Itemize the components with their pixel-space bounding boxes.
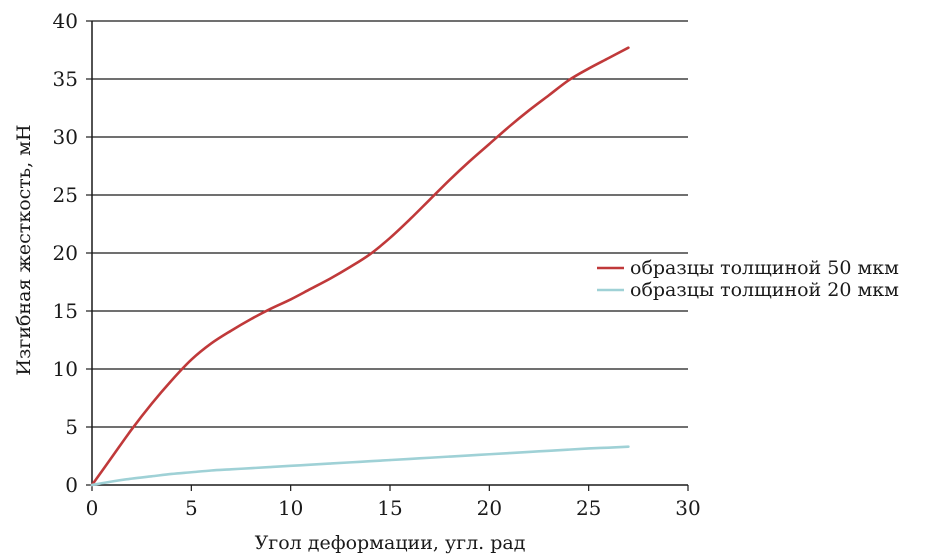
x-tick-label: 0: [86, 496, 99, 520]
x-tick-label: 25: [576, 496, 601, 520]
y-tick-label: 5: [65, 415, 78, 439]
x-tick-label: 5: [185, 496, 198, 520]
x-tick-label: 30: [675, 496, 700, 520]
y-tick-label: 30: [53, 125, 78, 149]
y-tick-label: 15: [53, 299, 78, 323]
axes: [86, 20, 689, 491]
legend-label-1: образцы толщиной 20 мкм: [630, 279, 899, 301]
x-tick-label: 20: [477, 496, 502, 520]
y-tick-label: 20: [53, 241, 78, 265]
x-tick-label: 15: [377, 496, 402, 520]
y-tick-label: 40: [53, 9, 78, 33]
y-tick-label: 10: [53, 357, 78, 381]
y-tick-label: 25: [53, 183, 78, 207]
x-tick-label: 10: [278, 496, 303, 520]
y-tick-label: 35: [53, 67, 78, 91]
x-axis-label: Угол деформации, угл. рад: [255, 532, 526, 554]
series-line-0: [90, 46, 630, 487]
series-lines: [90, 46, 630, 487]
y-tick-labels: 0 5 10 15 20 25 30 35 40: [53, 9, 78, 497]
x-tick-labels: 0 5 10 15 20 25 30: [86, 496, 701, 520]
gridlines: [92, 20, 688, 428]
y-tick-label: 0: [65, 473, 78, 497]
legend-label-0: образцы толщиной 50 мкм: [630, 257, 899, 279]
y-axis-label: Изгибная жесткость, мН: [13, 124, 35, 375]
series-line-1: [90, 445, 630, 487]
